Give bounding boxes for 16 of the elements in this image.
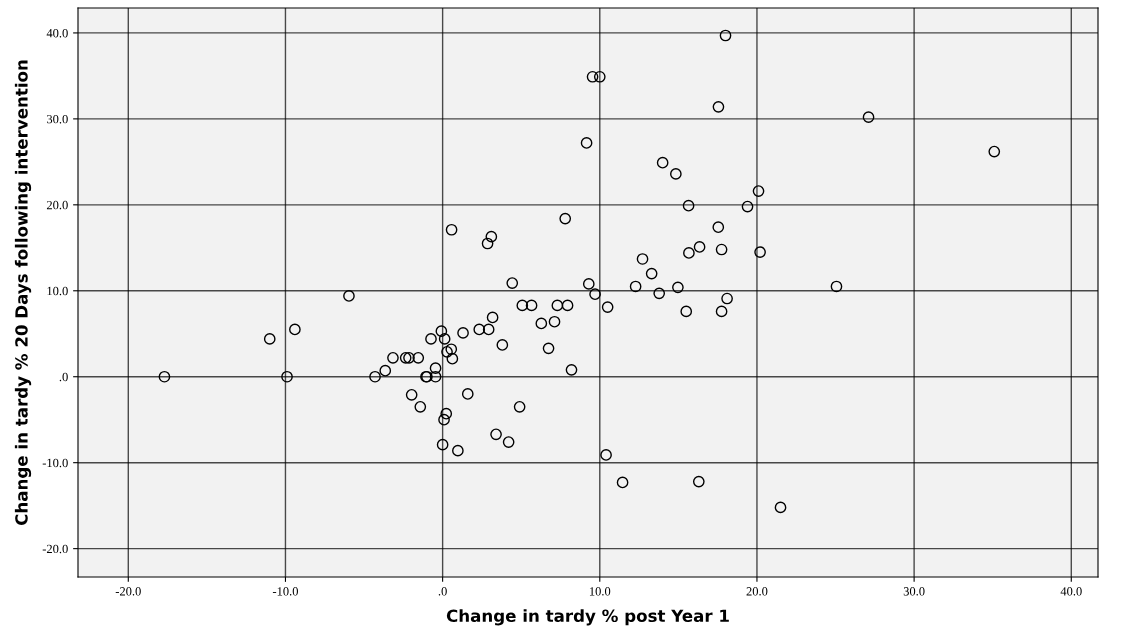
y-tick-label: .0 [59,372,68,382]
y-tick-label: 30.0 [47,114,68,124]
x-tick-label: -10.0 [272,587,298,596]
x-tick-label: -20.0 [115,587,141,596]
y-tick-label: 40.0 [46,28,68,38]
x-tick-label: 10.0 [589,587,611,596]
x-tick-label: 40.0 [1060,587,1082,596]
y-axis-title: Change in tardy % 20 Days following intervention [14,60,32,526]
y-tick-label: -10.0 [42,458,68,468]
y-tick-label: -20.0 [42,544,68,554]
y-tick-label: 10.0 [47,286,68,296]
y-tick-label: 20.0 [46,200,68,210]
x-tick-label: .0 [438,587,447,596]
x-tick-label: 20.0 [746,587,768,596]
x-tick-label: 30.0 [903,587,925,596]
x-axis-title: Change in tardy % post Year 1 [446,609,729,626]
